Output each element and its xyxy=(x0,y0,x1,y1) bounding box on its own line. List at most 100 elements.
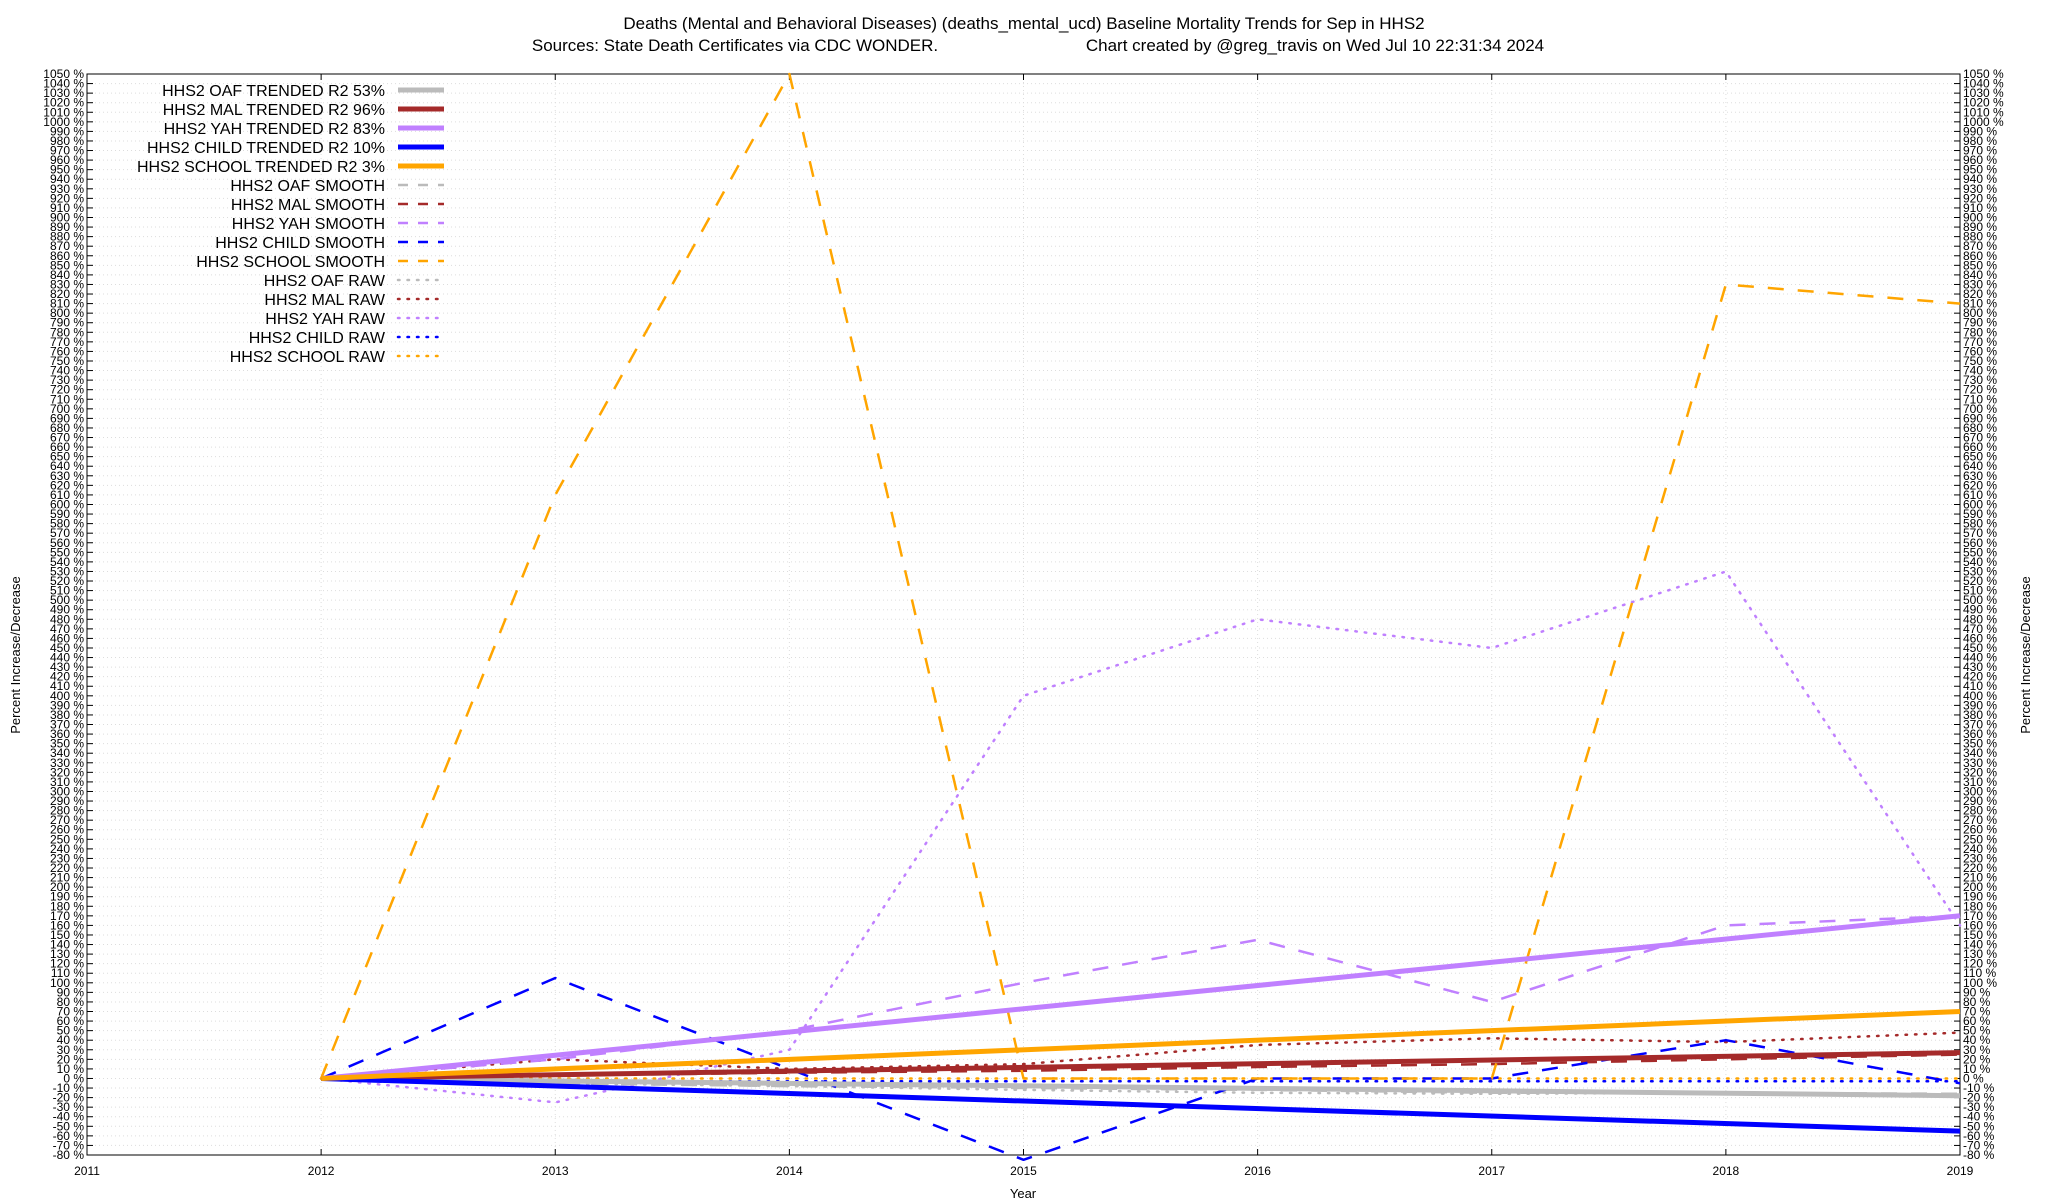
x-tick-label: 2017 xyxy=(1478,1164,1505,1178)
y-tick-label: 580 % xyxy=(50,517,84,531)
y-tick-label: 540 % xyxy=(50,555,84,569)
y2-tick-label: 0 % xyxy=(1963,1071,1984,1085)
y2-tick-label: 870 % xyxy=(1963,239,1997,253)
y2-tick-label: 1030 % xyxy=(1963,86,2004,100)
legend-label-hhs2-child-trended-r2-10: HHS2 CHILD TRENDED R2 10% xyxy=(147,140,385,157)
y2-tick-label: 280 % xyxy=(1963,804,1997,818)
y-tick-label: 100 % xyxy=(50,976,84,990)
y2-tick-label: 370 % xyxy=(1963,718,1997,732)
y-tick-label: -60 % xyxy=(53,1129,85,1143)
y-tick-label: 420 % xyxy=(50,670,84,684)
x-tick-label: 2019 xyxy=(1947,1164,1974,1178)
y2-tick-label: 260 % xyxy=(1963,823,1997,837)
y-tick-label: -80 % xyxy=(53,1148,85,1162)
y-tick-label: 590 % xyxy=(50,507,84,521)
y-tick-label: 650 % xyxy=(50,450,84,464)
y2-tick-label: 130 % xyxy=(1963,947,1997,961)
y-tick-label: 960 % xyxy=(50,153,84,167)
y2-tick-label: 110 % xyxy=(1963,966,1996,980)
y-tick-label: 180 % xyxy=(50,899,84,913)
y2-tick-label: 500 % xyxy=(1963,593,1997,607)
y-tick-label: 880 % xyxy=(50,230,84,244)
y2-tick-label: 620 % xyxy=(1963,478,1997,492)
y2-tick-label: 1040 % xyxy=(1963,77,2004,91)
y2-tick-label: 610 % xyxy=(1963,488,1997,502)
y-tick-label: 140 % xyxy=(50,938,84,952)
y-tick-label: 220 % xyxy=(50,861,84,875)
y-tick-label: 640 % xyxy=(50,459,84,473)
y2-tick-label: 840 % xyxy=(1963,268,1997,282)
y2-tick-label: 540 % xyxy=(1963,555,1997,569)
y2-tick-label: 140 % xyxy=(1963,938,1997,952)
y2-tick-label: 980 % xyxy=(1963,134,1997,148)
legend-label-hhs2-mal-smooth: HHS2 MAL SMOOTH xyxy=(231,197,385,214)
y-tick-label: 390 % xyxy=(50,698,84,712)
y-tick-label: 750 % xyxy=(50,354,84,368)
y-tick-label: 160 % xyxy=(50,918,84,932)
y-tick-label: 1020 % xyxy=(43,96,84,110)
y2-tick-label: -60 % xyxy=(1963,1129,1995,1143)
y-tick-label: 910 % xyxy=(50,201,84,215)
x-tick-label: 2012 xyxy=(308,1164,335,1178)
series-line-hhs2-oaf-trended-r2-53 xyxy=(321,1076,1961,1099)
y2-tick-label: -20 % xyxy=(1963,1091,1995,1105)
y-tick-label: 720 % xyxy=(50,383,84,397)
y2-tick-label: 720 % xyxy=(1963,383,1997,397)
x-axis-ticks: 2011 2012 2013 2014 2015 2016 2017 2018 2019 xyxy=(74,74,1974,1178)
y2-tick-label: -30 % xyxy=(1963,1100,1995,1114)
y2-tick-label: 40 % xyxy=(1963,1033,1991,1047)
x-tick-label: 2015 xyxy=(1010,1164,1037,1178)
y-tick-label: 250 % xyxy=(50,832,84,846)
y-tick-label: 600 % xyxy=(50,497,84,511)
y2-tick-label: -40 % xyxy=(1963,1110,1995,1124)
y2-tick-label: 680 % xyxy=(1963,421,1997,435)
y2-tick-label: 440 % xyxy=(1963,651,1997,665)
x-tick-label: 2014 xyxy=(776,1164,803,1178)
legend: HHS2 OAF TRENDED R2 53% HHS2 MAL TRENDED … xyxy=(137,83,446,366)
y-tick-label: 80 % xyxy=(57,995,85,1009)
y-tick-label: -70 % xyxy=(53,1138,85,1152)
y-tick-label: 830 % xyxy=(50,277,84,291)
legend-label-hhs2-yah-trended-r2-83: HHS2 YAH TRENDED R2 83% xyxy=(164,121,385,138)
y-tick-label: 50 % xyxy=(57,1024,85,1038)
y2-tick-label: 50 % xyxy=(1963,1024,1991,1038)
y2-tick-label: 920 % xyxy=(1963,191,1997,205)
y-tick-label: -50 % xyxy=(53,1119,85,1133)
y-tick-label: 320 % xyxy=(50,765,84,779)
y2-tick-label: 170 % xyxy=(1963,909,1997,923)
y2-tick-label: 60 % xyxy=(1963,1014,1991,1028)
y2-tick-label: 320 % xyxy=(1963,765,1997,779)
y2-tick-label: 190 % xyxy=(1963,890,1997,904)
series-line-hhs2-child-trended-r2-10 xyxy=(321,1076,1961,1134)
y2-tick-label: 220 % xyxy=(1963,861,1997,875)
y2-tick-label: 660 % xyxy=(1963,440,1997,454)
y2-tick-label: -80 % xyxy=(1963,1148,1995,1162)
y2-tick-label: 730 % xyxy=(1963,373,1997,387)
y2-tick-label: 350 % xyxy=(1963,737,1997,751)
y-tick-label: 490 % xyxy=(50,603,84,617)
series-line-hhs2-mal-raw xyxy=(319,1031,1962,1080)
series-line-hhs2-school-smooth xyxy=(319,72,1961,1080)
y2-tick-label: 670 % xyxy=(1963,431,1997,445)
y2-tick-label: 30 % xyxy=(1963,1043,1991,1057)
y2-tick-label: 1020 % xyxy=(1963,96,2004,110)
y-tick-label: 530 % xyxy=(50,564,84,578)
y2-tick-label: 400 % xyxy=(1963,689,1997,703)
y-tick-label: 110 % xyxy=(51,966,84,980)
x-tick-label: 2016 xyxy=(1244,1164,1271,1178)
y2-tick-label: 420 % xyxy=(1963,670,1997,684)
series-line-hhs2-child-raw xyxy=(319,1077,1962,1083)
y2-tick-label: 360 % xyxy=(1963,727,1997,741)
y2-tick-label: 880 % xyxy=(1963,230,1997,244)
y-tick-label: 90 % xyxy=(57,985,85,999)
y-tick-label: 770 % xyxy=(50,335,84,349)
y2-tick-label: 10 % xyxy=(1963,1062,1991,1076)
y-tick-label: 30 % xyxy=(57,1043,85,1057)
y2-tick-label: 300 % xyxy=(1963,784,1997,798)
y-tick-label: 430 % xyxy=(50,660,84,674)
y-tick-label: -40 % xyxy=(53,1110,85,1124)
y2-tick-label: 560 % xyxy=(1963,536,1997,550)
y2-tick-label: 200 % xyxy=(1963,880,1997,894)
y2-tick-label: 340 % xyxy=(1963,746,1997,760)
y-tick-label: 850 % xyxy=(50,258,84,272)
